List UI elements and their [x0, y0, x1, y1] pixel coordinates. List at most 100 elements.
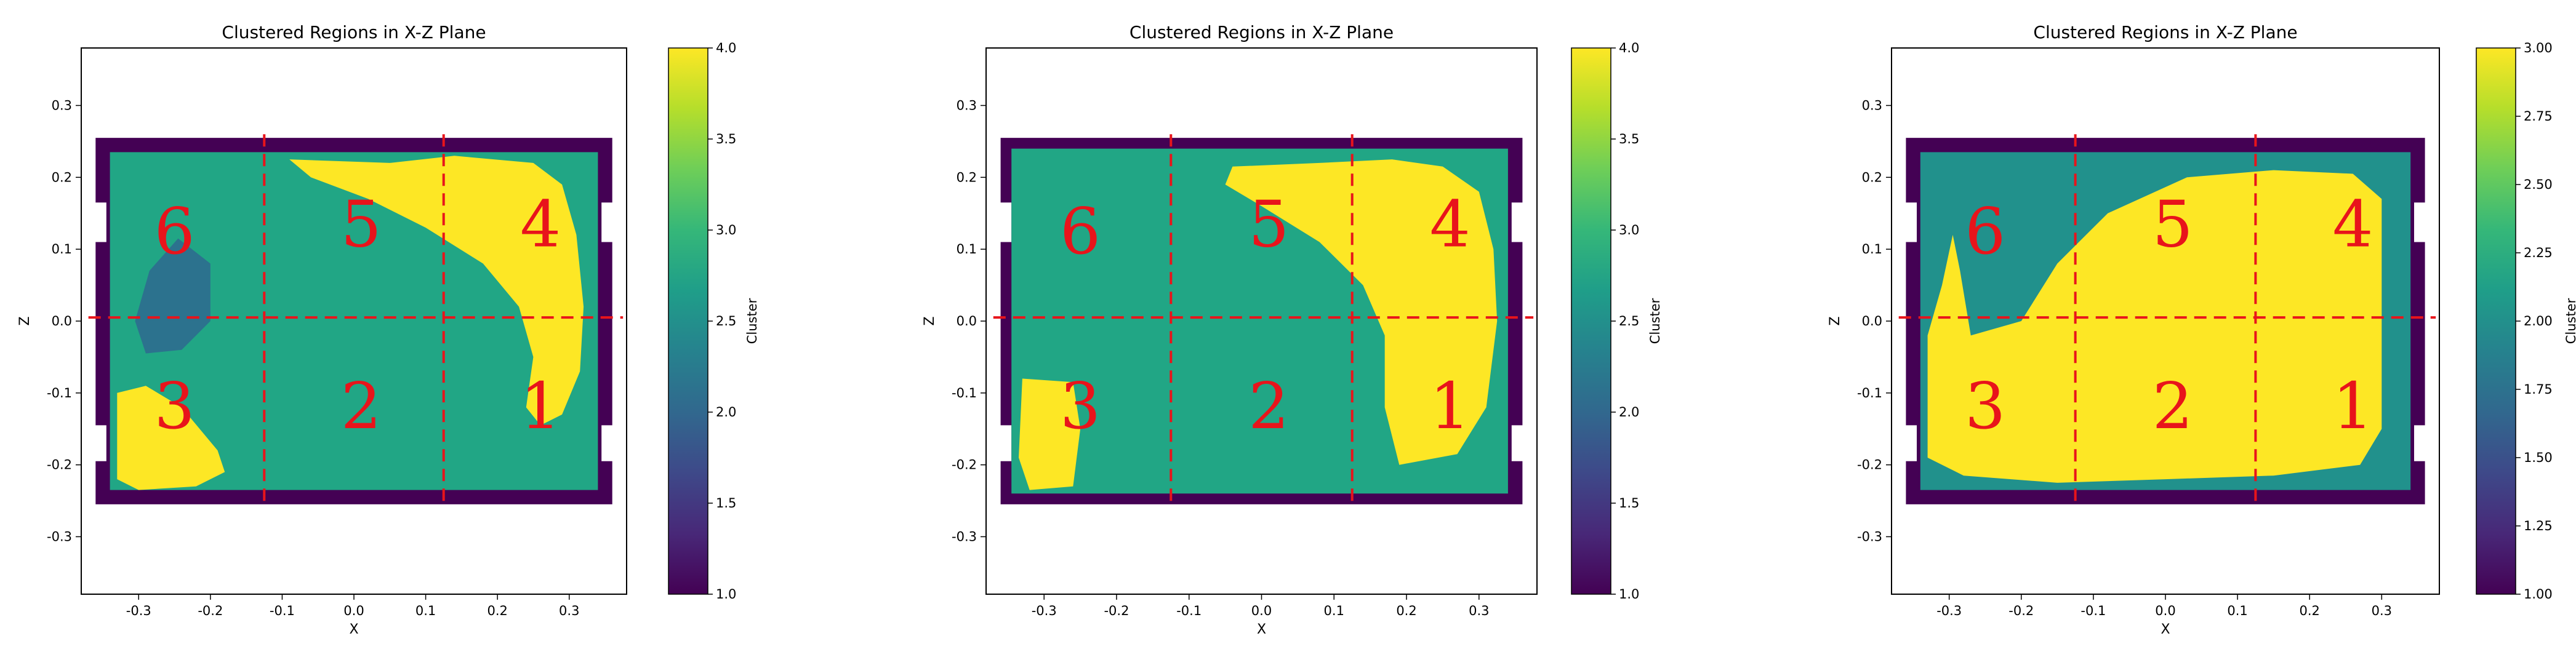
- region-label: 1: [520, 368, 561, 443]
- colorbar-tick-label: 1.25: [2524, 519, 2553, 533]
- region-label: 1: [2332, 368, 2373, 443]
- x-tick-label: -0.1: [270, 603, 295, 618]
- colorbar-tick-label: 3.00: [2524, 41, 2553, 55]
- x-tick-label: 0.0: [343, 603, 364, 618]
- x-tick-label: 0.1: [1324, 603, 1344, 618]
- region-label: 4: [520, 186, 561, 261]
- cluster-4-crescent: [1225, 159, 1498, 465]
- region-label: 3: [1965, 368, 2005, 443]
- y-tick-label: 0.0: [1862, 314, 1882, 328]
- y-tick-label: 0.3: [957, 98, 977, 113]
- x-axis-label: X: [2161, 622, 2170, 637]
- chart-panel-3: 6 5 4 3 2 1 -0.3 -0.2 -0.1 0.0 0.1 0.2 0.3 -0.3 -0.2 -0…: [1828, 22, 2576, 637]
- colorbar-tick-label: 3.0: [716, 223, 736, 237]
- y-tick-label: -0.1: [47, 386, 72, 400]
- y-tick-label: 0.2: [957, 170, 977, 185]
- region-label: 4: [1430, 186, 1471, 261]
- y-tick-label: 0.2: [1862, 170, 1882, 185]
- y-axis-label: Z: [1828, 316, 1843, 325]
- x-tick-label: 0.2: [1396, 603, 1416, 618]
- cluster-4-patch: [1019, 378, 1081, 490]
- colorbar-tick-label: 4.0: [1619, 41, 1639, 55]
- colorbar-tick-label: 2.5: [1619, 314, 1639, 328]
- x-axis-label: X: [349, 622, 358, 637]
- colorbar-label: Cluster: [745, 298, 760, 344]
- colorbar-tick-label: 2.0: [716, 405, 736, 419]
- y-tick-label: 0.1: [957, 242, 977, 256]
- y-tick-label: -0.3: [47, 530, 72, 544]
- x-tick-label: 0.2: [487, 603, 507, 618]
- colorbar-label: Cluster: [2564, 298, 2576, 344]
- region-label: 5: [2153, 186, 2193, 261]
- x-tick-label: 0.0: [1251, 603, 1272, 618]
- y-tick-label: 0.1: [52, 242, 72, 256]
- cluster-2-blob: [135, 238, 211, 354]
- x-tick-label: -0.1: [2080, 603, 2106, 618]
- x-tick-label: -0.2: [198, 603, 223, 618]
- colorbar: [668, 47, 708, 595]
- region-label: 2: [2153, 368, 2193, 443]
- colorbar-tick-label: 2.0: [1619, 405, 1639, 419]
- y-tick-label: -0.1: [952, 386, 977, 400]
- y-tick-label: -0.2: [952, 458, 977, 472]
- x-tick-label: -0.2: [1104, 603, 1129, 618]
- region-label: 3: [154, 368, 195, 443]
- y-tick-label: 0.3: [1862, 98, 1882, 113]
- cluster-4-patch: [117, 386, 225, 490]
- colorbar-tick-label: 2.50: [2524, 177, 2553, 192]
- y-tick-label: 0.0: [52, 314, 72, 328]
- x-tick-label: 0.0: [2155, 603, 2175, 618]
- y-axis-label: Z: [922, 316, 937, 325]
- chart-title: Clustered Regions in X-Z Plane: [2033, 22, 2297, 42]
- y-tick-label: -0.2: [47, 458, 72, 472]
- colorbar-tick-label: 1.5: [716, 496, 736, 511]
- y-axis-label: Z: [17, 316, 33, 325]
- x-tick-label: 0.2: [2300, 603, 2320, 618]
- x-tick-label: 0.3: [2372, 603, 2392, 618]
- y-tick-label: -0.3: [952, 530, 977, 544]
- colorbar-tick-label: 1.50: [2524, 450, 2553, 465]
- colorbar-tick-label: 1.75: [2524, 382, 2553, 397]
- colorbar-tick-label: 2.25: [2524, 245, 2553, 260]
- region-label: 4: [2332, 186, 2373, 261]
- colorbar-tick-label: 2.00: [2524, 314, 2553, 328]
- cluster-3-region: [1927, 170, 2382, 483]
- colorbar-tick-label: 3.5: [1619, 132, 1639, 146]
- colorbar-tick-label: 1.00: [2524, 587, 2553, 602]
- chart-panel-1: 6 5 4 3 2 1 -0.3 -0.2 -0.1 0.0 0.1 0.2 0.3 -0.3 -0.2 -0…: [17, 22, 760, 637]
- y-tick-label: 0.3: [52, 98, 72, 113]
- y-tick-label: 0.0: [957, 314, 977, 328]
- chart-panel-2: 6 5 4 3 2 1 -0.3 -0.2 -0.1 0.0 0.1 0.2 0.3 -0.3 -0.2 -0…: [922, 22, 1663, 637]
- y-tick-label: 0.1: [1862, 242, 1882, 256]
- colorbar-tick-label: 3.0: [1619, 223, 1639, 237]
- region-label: 2: [341, 368, 382, 443]
- colorbar: [2476, 47, 2516, 595]
- y-tick-label: -0.2: [1857, 458, 1882, 472]
- colorbar: [1571, 47, 1611, 595]
- region-label: 6: [1060, 194, 1101, 269]
- colorbar-tick-label: 2.75: [2524, 109, 2553, 124]
- chart-title: Clustered Regions in X-Z Plane: [222, 22, 486, 42]
- colorbar-label: Cluster: [1648, 298, 1663, 344]
- colorbar-tick-label: 1.0: [1619, 587, 1639, 602]
- y-tick-label: -0.1: [1857, 386, 1882, 400]
- colorbar-tick-label: 4.0: [716, 41, 736, 55]
- x-tick-label: 0.3: [559, 603, 579, 618]
- chart-title: Clustered Regions in X-Z Plane: [1130, 22, 1394, 42]
- x-tick-label: -0.2: [2008, 603, 2034, 618]
- x-axis-label: X: [1257, 622, 1266, 637]
- x-tick-label: -0.3: [126, 603, 151, 618]
- region-label: 5: [341, 186, 382, 261]
- x-tick-label: -0.1: [1176, 603, 1202, 618]
- region-label: 2: [1248, 368, 1289, 443]
- colorbar-tick-label: 1.5: [1619, 496, 1639, 511]
- cluster-4-crescent: [289, 156, 584, 426]
- y-tick-label: 0.2: [52, 170, 72, 185]
- colorbar-tick-label: 2.5: [716, 314, 736, 328]
- x-tick-label: -0.3: [1936, 603, 1962, 618]
- x-tick-label: 0.1: [2227, 603, 2247, 618]
- colorbar-tick-label: 3.5: [716, 132, 736, 146]
- region-label: 6: [154, 194, 195, 269]
- x-tick-label: -0.3: [1032, 603, 1057, 618]
